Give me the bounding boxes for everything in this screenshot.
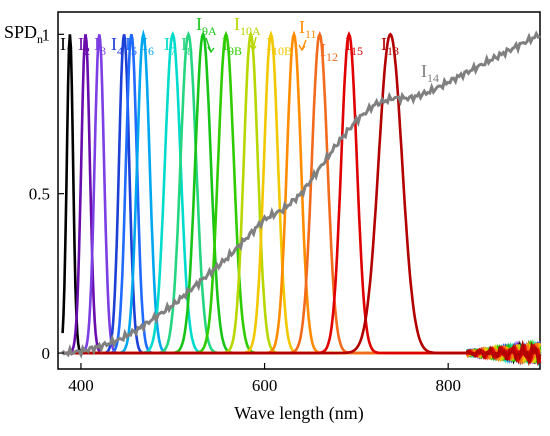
series-line-i14 <box>61 30 541 359</box>
x-tick-label: 800 <box>435 376 461 395</box>
series-label-sub: 13 <box>387 44 399 58</box>
series-label-i9b: I9B <box>222 34 242 58</box>
series-label-i4: I4 <box>111 34 123 58</box>
series-label-main: I <box>320 40 326 60</box>
series-label-sub: 1 <box>66 44 72 58</box>
series-label-sub: 9A <box>202 24 217 38</box>
series-label-i8: I8 <box>181 34 193 58</box>
series-label-i7: I7 <box>164 34 176 58</box>
series-label-sub: 10B <box>272 44 292 58</box>
series-label-i3: I3 <box>94 34 106 58</box>
pointer-arrowhead-i11 <box>298 44 306 52</box>
series-label-i12: I12 <box>320 40 338 64</box>
y-tick-label: 0 <box>42 344 51 363</box>
series-label-sub: 11 <box>305 27 317 41</box>
series-label-main: I <box>381 34 387 54</box>
series-label-main: I <box>222 34 228 54</box>
series-label-i2: I2 <box>78 34 90 58</box>
series-line-i13 <box>62 32 542 367</box>
series-label-main: I <box>60 34 66 54</box>
y-tick-label: 0.5 <box>29 185 50 204</box>
series-label-main: I <box>78 34 84 54</box>
series-label-sub: 6 <box>148 44 154 58</box>
series-label-i10a: I10A <box>234 14 261 38</box>
series-label-main: I <box>142 34 148 54</box>
series-label-i14: I14 <box>421 61 439 85</box>
y-tick-label: 1 <box>42 25 51 44</box>
x-axis-title: Wave length (nm) <box>234 403 364 424</box>
series-label-sub: 9B <box>228 44 242 58</box>
series-label-sub: 7 <box>170 44 176 58</box>
series-label-main: I <box>181 34 187 54</box>
series-label-main: I <box>299 17 305 37</box>
series-label-main: I <box>266 34 272 54</box>
curves <box>61 29 542 367</box>
series-label-i5: I5 <box>125 34 137 58</box>
plot-frame <box>57 11 541 370</box>
pointer-arrowhead-i9a <box>207 46 215 54</box>
series-label-main: I <box>94 34 100 54</box>
series-label-sub: 8 <box>187 44 193 58</box>
y-axis-title-main: SPD <box>4 22 37 42</box>
y-axis-title: SPDn <box>4 22 43 46</box>
series-label-sub: 3 <box>100 44 106 58</box>
series-label-sub: 10A <box>240 24 261 38</box>
axes: 400 600 800 0 0.5 1 <box>29 25 461 395</box>
series-label-main: I <box>125 34 131 54</box>
series-label-main: I <box>421 61 427 81</box>
series-label-i1: I1 <box>60 34 72 58</box>
series-label-main: I <box>164 34 170 54</box>
series-label-i13: I13 <box>381 34 399 58</box>
pointer-arrowhead-i10a <box>249 44 257 52</box>
series-label-i11: I11 <box>299 17 317 41</box>
series-label-main: I <box>111 34 117 54</box>
series-label-sub: 5 <box>131 44 137 58</box>
series-label-i15: I15 <box>345 34 363 58</box>
series-label-sub: 12 <box>326 50 338 64</box>
series-label-main: I <box>345 34 351 54</box>
series-label-main: I <box>234 14 240 34</box>
series-label-i9a: I9A <box>196 14 217 38</box>
series-label-sub: 4 <box>117 44 123 58</box>
series-label-main: I <box>196 14 202 34</box>
series-label-i10b: I10B <box>266 34 292 58</box>
series-label-sub: 2 <box>84 44 90 58</box>
series-label-i6: I6 <box>142 34 154 58</box>
pointer-arrow-i10a <box>252 36 257 51</box>
y-axis-title-sub: n <box>37 32 43 46</box>
series-label-sub: 15 <box>351 44 363 58</box>
x-tick-label: 400 <box>68 376 94 395</box>
x-tick-label: 600 <box>252 376 278 395</box>
series-label-sub: 14 <box>427 71 439 85</box>
